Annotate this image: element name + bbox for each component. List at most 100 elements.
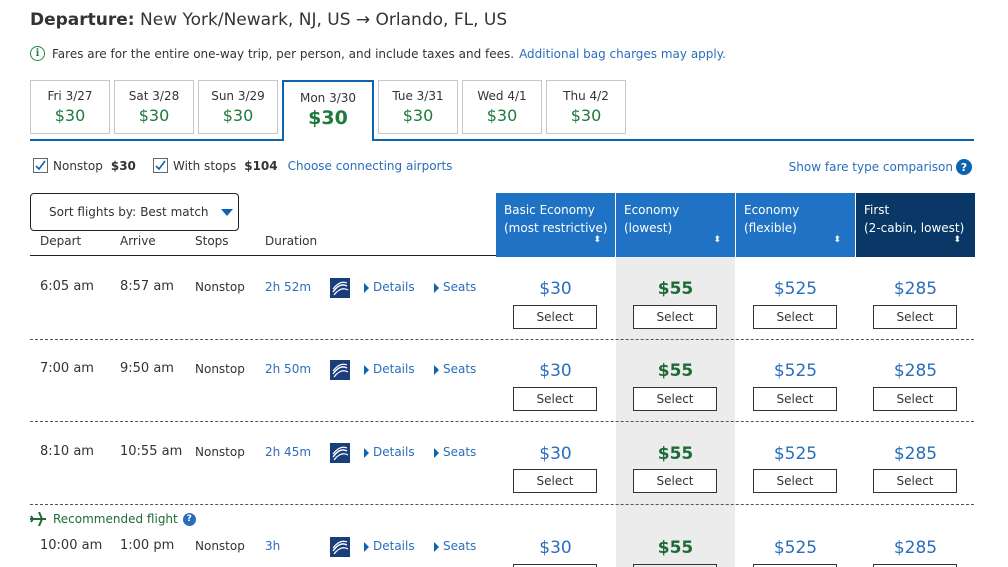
details-link[interactable]: Details	[364, 539, 415, 553]
select-fare-button-partial[interactable]	[753, 564, 837, 567]
date-tab-0[interactable]: Fri 3/27 $30	[30, 80, 110, 134]
seats-link[interactable]: Seats	[434, 362, 476, 376]
sort-arrows-icon: ⬍	[593, 235, 601, 245]
select-fare-button-partial[interactable]	[633, 564, 717, 567]
recommended-flight-label: Recommended flight	[53, 512, 178, 526]
caret-right-icon	[364, 282, 369, 293]
fare-price: $55	[657, 538, 694, 558]
details-label: Details	[373, 539, 415, 553]
select-fare-button[interactable]: Select	[873, 469, 957, 493]
details-link[interactable]: Details	[364, 280, 415, 294]
arrive-time: 10:55 am	[120, 444, 183, 459]
depart-time: 7:00 am	[40, 361, 94, 376]
fare-header-title: Basic Economy	[504, 203, 595, 217]
fare-price: $525	[773, 444, 818, 464]
column-arrive[interactable]: Arrive	[120, 234, 156, 248]
arrive-time: 1:00 pm	[120, 538, 175, 553]
column-stops[interactable]: Stops	[195, 234, 229, 248]
fare-price: $55	[657, 361, 694, 381]
select-fare-button[interactable]: Select	[513, 305, 597, 329]
select-fare-button[interactable]: Select	[633, 469, 717, 493]
details-label: Details	[373, 280, 415, 294]
help-icon[interactable]: ?	[956, 159, 972, 175]
date-tab-price: $30	[486, 106, 518, 125]
caret-right-icon	[364, 541, 369, 552]
depart-time: 10:00 am	[40, 538, 103, 553]
date-tab-date: Thu 4/2	[563, 89, 609, 103]
fare-price: $285	[893, 538, 938, 558]
select-fare-button[interactable]: Select	[513, 469, 597, 493]
duration-value[interactable]: 2h 50m	[265, 362, 312, 376]
select-fare-button-partial[interactable]	[513, 564, 597, 567]
seats-link[interactable]: Seats	[434, 445, 476, 459]
recommended-flight-banner: Recommended flight ?	[30, 512, 196, 526]
with-stops-checkbox[interactable]	[153, 158, 168, 173]
date-tab-4[interactable]: Tue 3/31 $30	[378, 80, 458, 134]
details-link[interactable]: Details	[364, 362, 415, 376]
nonstop-checkbox[interactable]	[33, 158, 48, 173]
caret-right-icon	[434, 541, 439, 552]
route-text: New York/Newark, NJ, US → Orlando, FL, U…	[140, 10, 508, 30]
column-duration[interactable]: Duration	[265, 234, 318, 248]
plane-icon	[30, 512, 46, 526]
select-fare-button-partial[interactable]	[873, 564, 957, 567]
nonstop-price: $30	[110, 158, 136, 173]
fare-header-first[interactable]: First (2-cabin, lowest) ⬍	[856, 193, 975, 257]
duration-value[interactable]: 3h	[265, 539, 281, 553]
date-tab-6[interactable]: Thu 4/2 $30	[546, 80, 626, 134]
date-tab-2[interactable]: Sun 3/29 $30	[198, 80, 278, 134]
bag-charges-link[interactable]: Additional bag charges may apply.	[519, 46, 726, 61]
column-depart[interactable]: Depart	[40, 234, 82, 248]
stops-value: Nonstop	[195, 280, 245, 294]
fare-price: $285	[893, 361, 938, 381]
select-fare-button[interactable]: Select	[873, 387, 957, 411]
depart-time: 8:10 am	[40, 444, 94, 459]
fare-price: $30	[539, 361, 572, 381]
date-tabs-underline	[30, 139, 974, 141]
fare-header-title: First	[864, 203, 890, 217]
fare-comparison-link[interactable]: Show fare type comparison ?	[789, 159, 972, 175]
date-tab-price: $30	[570, 106, 602, 125]
date-tab-date: Mon 3/30	[299, 91, 357, 105]
check-icon	[35, 160, 46, 171]
select-fare-button[interactable]: Select	[753, 469, 837, 493]
sort-arrows-icon: ⬍	[713, 235, 721, 245]
select-fare-button[interactable]: Select	[633, 305, 717, 329]
date-tab-price: $30	[308, 107, 348, 129]
help-icon[interactable]: ?	[182, 512, 196, 526]
duration-value[interactable]: 2h 45m	[265, 445, 312, 459]
date-tab-5[interactable]: Wed 4/1 $30	[462, 80, 542, 134]
fare-header-subtitle: (lowest)	[624, 221, 673, 235]
nonstop-filter[interactable]: Nonstop $30	[33, 158, 136, 173]
sort-dropdown[interactable]: Sort flights by: Best match	[30, 193, 239, 231]
arrive-time: 8:57 am	[120, 279, 174, 294]
details-label: Details	[373, 445, 415, 459]
sort-value: Best match	[140, 205, 209, 219]
fare-header-economy-lowest[interactable]: Economy (lowest) ⬍	[616, 193, 735, 257]
united-globe-icon	[330, 360, 350, 384]
date-tab-1[interactable]: Sat 3/28 $30	[114, 80, 194, 134]
row-divider	[30, 504, 974, 505]
select-fare-button[interactable]: Select	[633, 387, 717, 411]
fare-price: $30	[539, 538, 572, 558]
fare-header-economy-flexible[interactable]: Economy (flexible) ⬍	[736, 193, 855, 257]
select-fare-button[interactable]: Select	[873, 305, 957, 329]
fare-header-basic-economy[interactable]: Basic Economy (most restrictive) ⬍	[496, 193, 615, 257]
date-tab-date: Tue 3/31	[392, 89, 444, 103]
select-fare-button[interactable]: Select	[513, 387, 597, 411]
date-tab-date: Wed 4/1	[477, 89, 527, 103]
fare-comparison-label: Show fare type comparison	[788, 160, 953, 174]
details-link[interactable]: Details	[364, 445, 415, 459]
caret-right-icon	[364, 364, 369, 375]
with-stops-filter[interactable]: With stops $104 Choose connecting airpor…	[153, 158, 452, 173]
duration-value[interactable]: 2h 52m	[265, 280, 312, 294]
select-fare-button[interactable]: Select	[753, 305, 837, 329]
seats-link[interactable]: Seats	[434, 539, 476, 553]
info-icon: i	[30, 46, 45, 61]
caret-right-icon	[364, 447, 369, 458]
connecting-airports-link[interactable]: Choose connecting airports	[287, 158, 453, 173]
row-divider	[30, 421, 974, 422]
date-tab-selected[interactable]: Mon 3/30 $30	[282, 80, 374, 141]
select-fare-button[interactable]: Select	[753, 387, 837, 411]
seats-link[interactable]: Seats	[434, 280, 476, 294]
